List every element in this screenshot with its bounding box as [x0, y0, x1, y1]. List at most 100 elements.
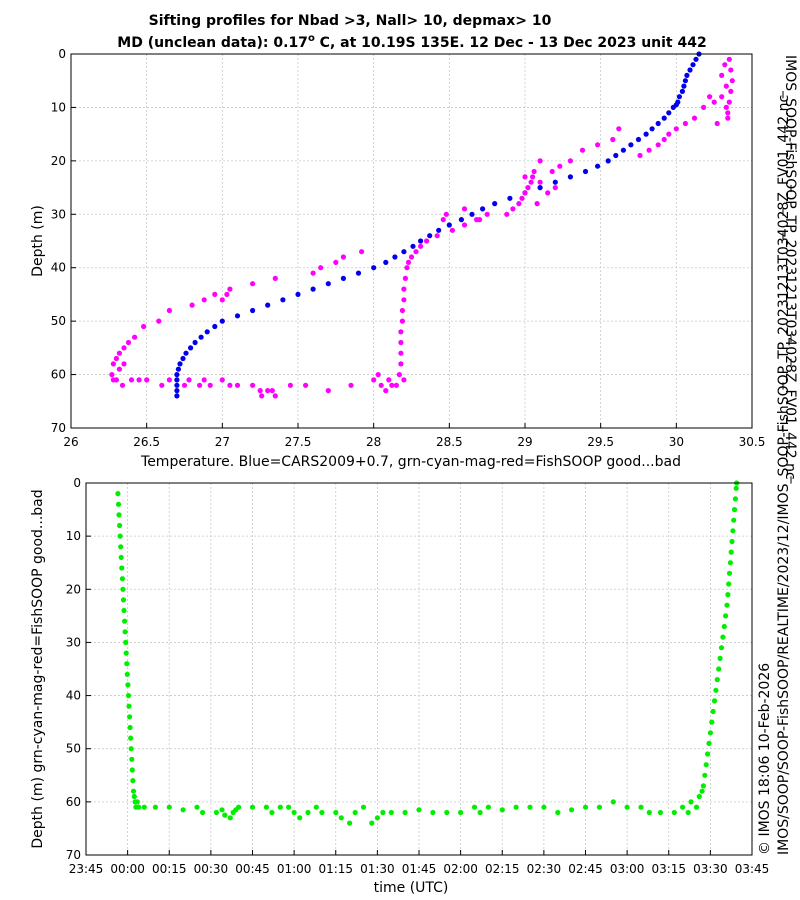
top-data-point: [110, 377, 116, 383]
bottom-data-point: [128, 735, 134, 741]
top-data-point: [224, 291, 230, 297]
top-x-tick-label: 30.5: [739, 435, 766, 449]
bottom-x-tick-label: 01:00: [277, 862, 312, 876]
top-data-point: [605, 158, 611, 164]
top-data-point: [707, 94, 713, 100]
bottom-plot-grid: [86, 483, 752, 855]
bottom-data-point: [352, 809, 358, 816]
top-data-point: [197, 382, 203, 388]
bottom-data-point: [416, 807, 422, 813]
top-data-point: [212, 323, 218, 330]
bottom-x-tick-label: 03:00: [610, 862, 645, 876]
bottom-data-point: [120, 597, 127, 603]
top-data-point: [461, 222, 468, 228]
bottom-y-tick-label: 60: [66, 795, 81, 809]
bottom-plot-marks: [115, 480, 740, 826]
top-data-point: [128, 377, 135, 383]
bottom-data-point: [596, 804, 603, 810]
bottom-data-point: [471, 804, 478, 810]
bottom-data-point: [117, 522, 123, 529]
bottom-data-point: [710, 708, 716, 715]
bottom-data-point: [374, 815, 380, 821]
top-data-point: [340, 254, 346, 260]
bottom-data-point: [444, 809, 450, 816]
bottom-data-point: [610, 799, 616, 805]
bottom-data-point: [731, 517, 737, 523]
top-data-point: [219, 318, 225, 324]
top-data-point: [174, 393, 180, 399]
bottom-data-point: [477, 809, 483, 816]
bottom-data-point: [130, 778, 136, 784]
top-data-point: [443, 211, 449, 217]
top-data-point: [545, 190, 551, 196]
bottom-data-point: [680, 804, 686, 810]
top-data-point: [424, 238, 430, 244]
bottom-data-point: [152, 804, 158, 810]
top-y-tick-label: 30: [51, 207, 66, 221]
top-data-point: [719, 94, 725, 100]
top-data-point: [378, 382, 384, 388]
bottom-data-point: [194, 804, 200, 810]
temperature-depth-plot: 26 26.5 27 27.5 28 28.5 29 29.5 30 30.5 0 10 20 30 40 5…: [30, 47, 765, 470]
top-data-point: [402, 275, 408, 281]
top-data-point: [579, 147, 586, 153]
bottom-data-point: [126, 703, 132, 709]
bottom-y-tick-label: 30: [66, 635, 81, 649]
bottom-data-point: [727, 560, 734, 566]
top-data-point: [177, 361, 183, 367]
top-data-point: [530, 174, 536, 180]
top-data-point: [227, 382, 233, 388]
top-data-point: [534, 201, 540, 207]
top-data-point: [399, 318, 405, 324]
top-data-point: [392, 254, 398, 260]
top-data-point: [610, 136, 616, 143]
bottom-data-point: [360, 804, 367, 810]
bottom-data-point: [166, 804, 172, 810]
bottom-data-point: [709, 719, 715, 725]
top-data-point: [333, 259, 339, 265]
top-data-point: [655, 120, 661, 127]
bottom-data-point: [124, 661, 130, 667]
top-data-point: [504, 211, 510, 217]
bottom-data-point: [731, 507, 738, 513]
bottom-data-point: [696, 793, 702, 800]
top-data-point: [175, 366, 181, 372]
top-data-point: [272, 393, 278, 399]
bottom-data-point: [706, 740, 712, 747]
top-data-point: [121, 361, 127, 367]
bottom-data-point: [115, 491, 121, 497]
bottom-x-tick-label: 03:15: [651, 862, 686, 876]
top-data-point: [582, 168, 589, 175]
top-x-tick-label: 29.5: [587, 435, 614, 449]
bottom-x-tick-label: 02:00: [443, 862, 478, 876]
bottom-data-point: [707, 730, 714, 736]
top-data-point: [393, 382, 399, 388]
top-plot-marks: [109, 51, 735, 399]
top-x-tick-label: 29: [517, 435, 532, 449]
top-data-point: [189, 302, 195, 308]
top-data-point: [427, 233, 433, 239]
top-data-point: [234, 313, 241, 319]
bottom-data-point: [569, 807, 575, 813]
bottom-y-axis-label: Depth (m) grn-cyan-mag-red=FishSOOP good…: [30, 489, 46, 848]
bottom-data-point: [369, 820, 375, 826]
bottom-x-tick-label: 01:45: [402, 862, 437, 876]
top-data-point: [666, 110, 672, 116]
top-data-point: [156, 318, 162, 324]
bottom-data-point: [333, 809, 339, 816]
bottom-x-tick-label: 00:00: [110, 862, 145, 876]
bottom-x-tick-label: 01:30: [360, 862, 395, 876]
top-data-point: [723, 83, 729, 89]
top-data-point: [265, 388, 271, 394]
top-data-point: [219, 377, 225, 383]
bottom-data-point: [685, 809, 691, 816]
top-data-point: [693, 56, 699, 62]
top-data-point: [401, 249, 407, 255]
chart-title-line1: Sifting profiles for Nbad >3, Nall> 10, …: [149, 13, 552, 29]
top-data-point: [383, 259, 389, 265]
top-data-point: [684, 72, 690, 78]
top-data-point: [287, 382, 293, 388]
bottom-x-tick-label: 03:30: [693, 862, 728, 876]
top-x-tick-label: 27: [215, 435, 230, 449]
top-data-point: [552, 179, 558, 185]
